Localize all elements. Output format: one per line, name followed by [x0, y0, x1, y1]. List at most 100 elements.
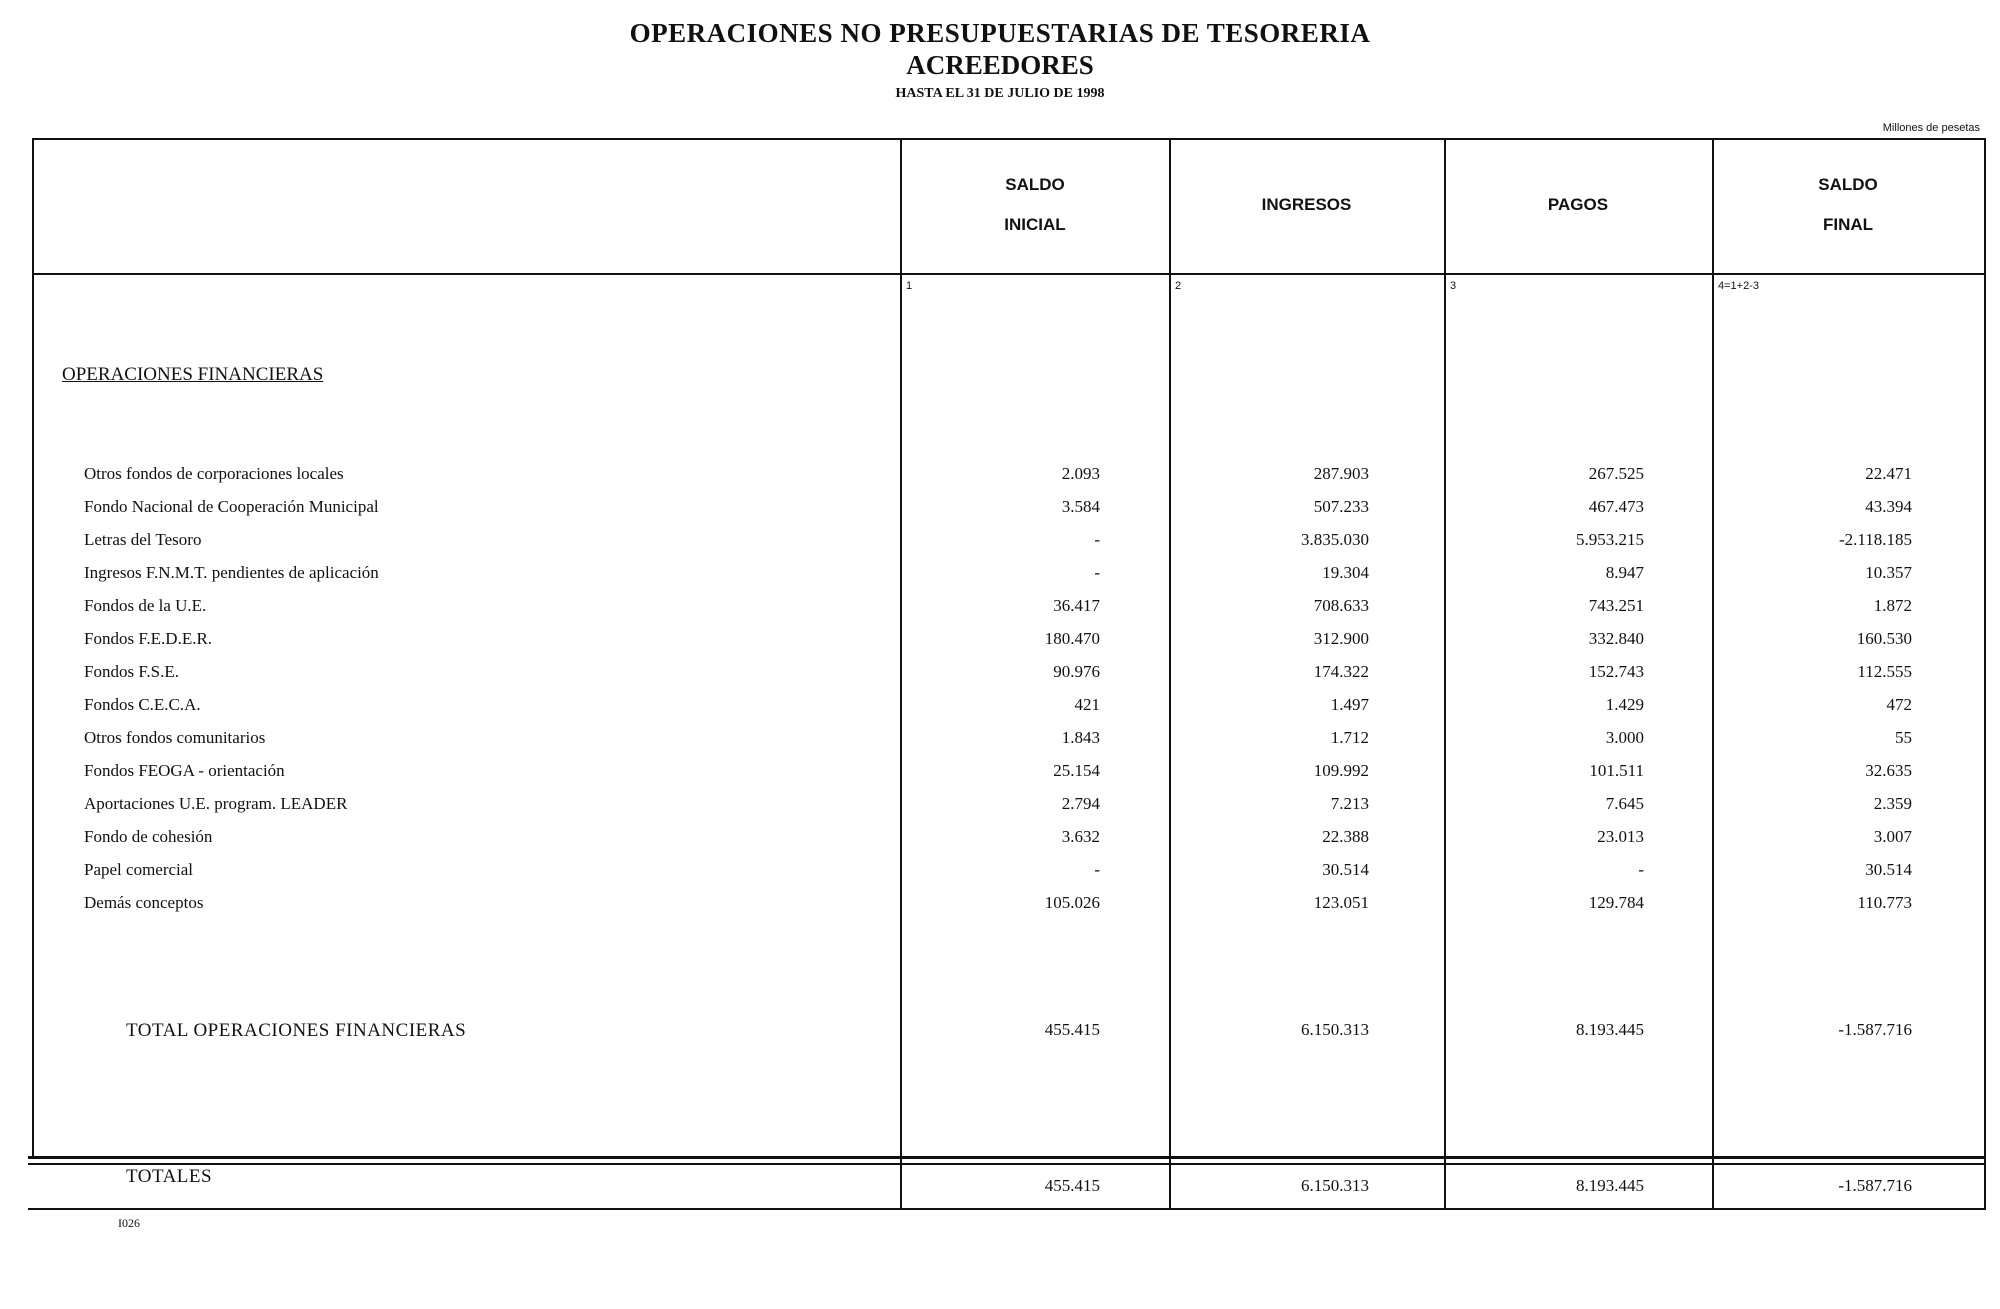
row-label: TOTAL OPERACIONES FINANCIERAS [126, 1020, 467, 1041]
cell: 123.051 [1313, 893, 1369, 912]
col-number: 4=1+2-3 [1718, 280, 1759, 292]
table-row: Aportaciones U.E. program. LEADER 2.794 7.… [0, 794, 2000, 827]
table-row: Papel comercial - 30.514 - 30.514 [0, 860, 2000, 893]
col-header-saldo-inicial: SALDO INICIAL [1004, 175, 1066, 234]
table-row: Demás conceptos 105.026 123.051 129.784 110.… [0, 893, 2000, 926]
cell: 110.773 [1857, 893, 1912, 912]
table-row: Letras del Tesoro - 3.835.030 5.953.215 -2.1… [0, 530, 2000, 563]
cell: 43.394 [1865, 497, 1912, 516]
cell: 3.632 [1061, 827, 1100, 846]
cell: 3.000 [1605, 728, 1644, 747]
cell: - [1094, 860, 1100, 879]
cell: 1.429 [1605, 695, 1644, 714]
table-row: Fondos F.E.D.E.R. 180.470 312.900 332.840 16… [0, 629, 2000, 662]
cell: 180.470 [1044, 629, 1100, 648]
row-label: Aportaciones U.E. program. LEADER [84, 794, 348, 813]
cell: - [1094, 530, 1100, 549]
cell: 1.712 [1330, 728, 1369, 747]
cell: - [1638, 860, 1644, 879]
cell: 10.357 [1865, 563, 1912, 582]
cell: 332.840 [1588, 629, 1644, 648]
cell: 472 [1886, 695, 1913, 714]
table-row: Fondos F.S.E. 90.976 174.322 152.743 112.555 [0, 662, 2000, 695]
row-label: Fondos F.S.E. [84, 662, 180, 681]
units-label: Millones de pesetas [1882, 122, 1980, 134]
table-row: Fondos de la U.E. 36.417 708.633 743.251 1.8… [0, 596, 2000, 629]
total-section-row: TOTAL OPERACIONES FINANCIERAS 455.415 6.… [0, 1020, 2000, 1053]
row-label: Fondos C.E.C.A. [84, 695, 201, 714]
table-row: Fondos FEOGA - orientación 25.154 109.992 1… [0, 761, 2000, 794]
cell: 8.947 [1605, 563, 1644, 582]
table-row: Fondos C.E.C.A. 421 1.497 1.429 472 [0, 695, 2000, 728]
col-number: 2 [1175, 280, 1182, 292]
cell: 32.635 [1865, 761, 1912, 780]
row-label: Fondo de cohesión [84, 827, 213, 846]
report-period: HASTA EL 31 DE JULIO DE 1998 [895, 86, 1105, 101]
col-header-saldo-final: SALDO FINAL [1818, 175, 1878, 234]
table-row: Otros fondos comunitarios 1.843 1.712 3.000… [0, 728, 2000, 761]
cell: 101.511 [1589, 761, 1644, 780]
cell: 36.417 [1053, 596, 1100, 615]
cell: 2.359 [1873, 794, 1912, 813]
cell: 3.007 [1873, 827, 1912, 846]
cell: 55 [1895, 728, 1912, 747]
cell: 22.471 [1865, 464, 1912, 483]
footnote: I026 [118, 1216, 140, 1230]
cell: 90.976 [1053, 662, 1100, 681]
cell: 421 [1074, 695, 1101, 714]
cell: - [1094, 563, 1100, 582]
cell: 267.525 [1588, 464, 1644, 483]
table-row: Ingresos F.N.M.T. pendientes de aplicaci… [0, 563, 2000, 596]
cell: 7.645 [1605, 794, 1644, 813]
cell: 6.150.313 [1301, 1020, 1369, 1039]
section-heading: OPERACIONES FINANCIERAS [62, 364, 324, 385]
table-row: Fondo Nacional de Cooperación Municipal 3… [0, 497, 2000, 530]
row-label: Fondos F.E.D.E.R. [84, 629, 213, 648]
cell: 30.514 [1322, 860, 1369, 879]
row-label: Fondos FEOGA - orientación [84, 761, 285, 780]
cell: 743.251 [1588, 596, 1644, 615]
table-row: Otros fondos de corporaciones locales 2.0… [0, 464, 2000, 497]
cell: 23.013 [1597, 827, 1644, 846]
row-label: Fondo Nacional de Cooperación Municipal [84, 497, 379, 516]
col-header-pagos: PAGOS [1547, 195, 1609, 214]
cell: 455.415 [1044, 1020, 1100, 1039]
cell: 1.497 [1330, 695, 1369, 714]
row-label: Otros fondos comunitarios [84, 728, 266, 747]
cell: 109.992 [1313, 761, 1369, 780]
row-label: Fondos de la U.E. [84, 596, 207, 615]
cell: 455.415 [1044, 1176, 1100, 1195]
cell: 287.903 [1313, 464, 1369, 483]
cell: 507.233 [1313, 497, 1369, 516]
row-label: Demás conceptos [84, 893, 204, 912]
cell: -1.587.716 [1838, 1020, 1912, 1039]
row-label: TOTALES [126, 1166, 213, 1187]
cell: 467.473 [1588, 497, 1644, 516]
totals-row: TOTALES 455.415 6.150.313 8.193.445 -1.5… [0, 1166, 2000, 1199]
cell: 174.322 [1313, 662, 1369, 681]
report-subtitle: ACREEDORES [906, 50, 1094, 80]
cell: 152.743 [1588, 662, 1644, 681]
cell: 22.388 [1322, 827, 1369, 846]
col-header-ingresos: INGRESOS [1261, 195, 1352, 214]
cell: 5.953.215 [1576, 530, 1644, 549]
cell: 8.193.445 [1576, 1176, 1644, 1195]
col-number: 3 [1450, 280, 1457, 292]
cell: 312.900 [1313, 629, 1369, 648]
cell: 30.514 [1865, 860, 1912, 879]
cell: 19.304 [1322, 563, 1369, 582]
row-label: Papel comercial [84, 860, 194, 879]
cell: 2.794 [1061, 794, 1100, 813]
cell: 1.843 [1061, 728, 1100, 747]
cell: 112.555 [1857, 662, 1912, 681]
cell: 25.154 [1053, 761, 1100, 780]
cell: 160.530 [1856, 629, 1912, 648]
cell: 8.193.445 [1576, 1020, 1644, 1039]
table-row: Fondo de cohesión 3.632 22.388 23.013 3.007 [0, 827, 2000, 860]
row-label: Letras del Tesoro [84, 530, 202, 549]
cell: -2.118.185 [1838, 530, 1912, 549]
cell: 1.872 [1873, 596, 1912, 615]
cell: 2.093 [1061, 464, 1100, 483]
cell: 6.150.313 [1301, 1176, 1369, 1195]
cell: 708.633 [1313, 596, 1369, 615]
